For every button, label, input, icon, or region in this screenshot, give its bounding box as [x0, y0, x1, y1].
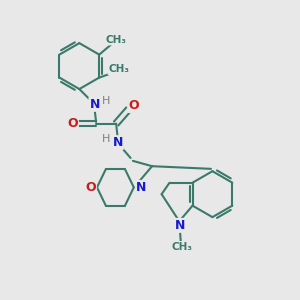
Text: N: N [112, 136, 123, 149]
Text: N: N [89, 98, 100, 111]
Text: N: N [136, 181, 146, 194]
Text: O: O [67, 117, 78, 130]
Text: CH₃: CH₃ [106, 34, 127, 45]
Text: O: O [128, 99, 139, 112]
Text: CH₃: CH₃ [109, 64, 130, 74]
Text: H: H [102, 96, 111, 106]
Text: H: H [102, 134, 110, 144]
Text: O: O [85, 181, 96, 194]
Text: N: N [175, 219, 185, 232]
Text: CH₃: CH₃ [172, 242, 193, 252]
